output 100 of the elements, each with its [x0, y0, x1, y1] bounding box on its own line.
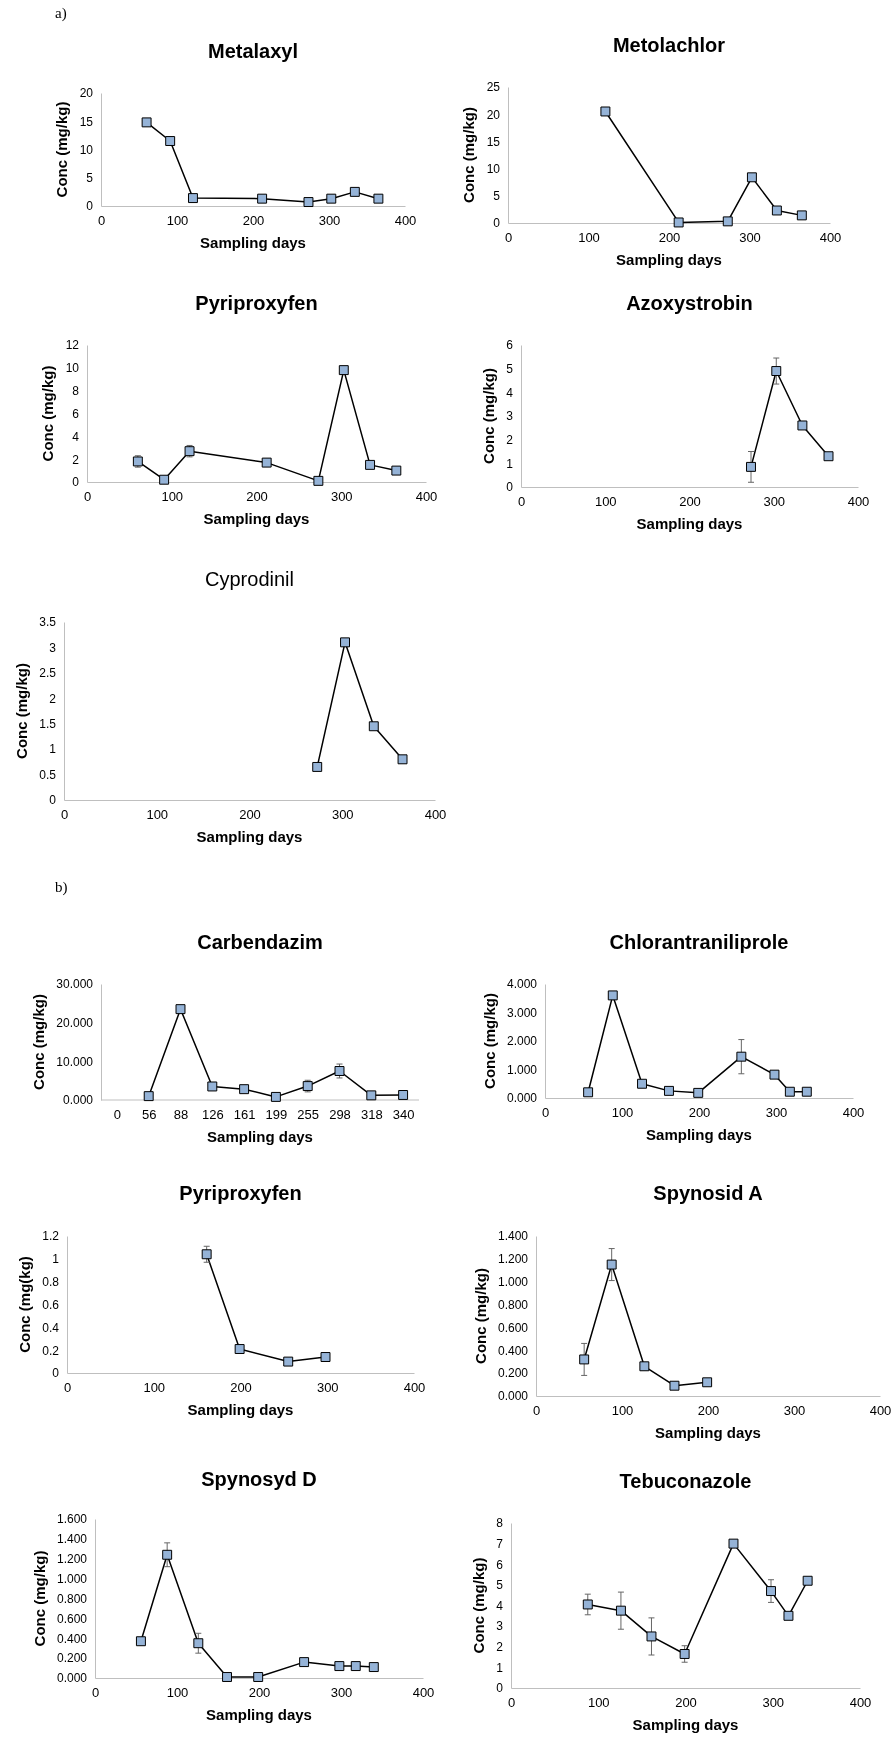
- x-tick-label: 199: [265, 1107, 288, 1123]
- x-tick-label: 100: [611, 1105, 634, 1121]
- y-tick-label: 0.000: [506, 1091, 538, 1106]
- point: [334, 1661, 345, 1672]
- x-tick-label: 298: [329, 1107, 351, 1123]
- chart-title: Pyriproxyfen: [195, 292, 318, 314]
- x-tick-label: 100: [161, 489, 184, 505]
- y-tick-label: 15: [79, 114, 94, 129]
- y-tick-label: 12: [65, 338, 80, 353]
- y-tick-label: 5: [506, 362, 514, 377]
- y-tick-label: 4: [496, 1598, 504, 1613]
- y-tick-label: 0: [49, 793, 57, 808]
- x-tick-label: 400: [819, 230, 842, 246]
- x-tick-label: 300: [763, 494, 786, 510]
- x-tick-label: 200: [679, 494, 701, 510]
- x-tick-label: 100: [578, 230, 600, 246]
- y-tick-label: 0.400: [497, 1343, 529, 1358]
- x-tick-label: 0: [113, 1107, 122, 1123]
- x-tick-label: 200: [697, 1403, 720, 1419]
- y-tick-label: 4: [506, 385, 514, 400]
- chart-title: Pyriproxyfen: [179, 1182, 302, 1204]
- y-axis-title: Conc (mg/kg): [470, 1557, 487, 1654]
- x-tick-label: 400: [842, 1105, 865, 1121]
- chart-title: Tebuconazole: [619, 1470, 752, 1492]
- x-tick-label: 100: [143, 1380, 166, 1396]
- x-axis-title: Sampling days: [187, 1401, 294, 1418]
- chart-title: Metalaxyl: [207, 40, 299, 62]
- y-tick-label: 8: [72, 384, 80, 399]
- x-axis-title: Sampling days: [200, 234, 306, 251]
- point: [193, 1638, 204, 1649]
- x-axis-title: Sampling days: [616, 251, 722, 268]
- y-tick-label: 1: [496, 1660, 504, 1675]
- y-tick-label: 0.800: [56, 1591, 88, 1606]
- point: [693, 1087, 704, 1098]
- point: [165, 136, 176, 146]
- x-tick-label: 200: [658, 230, 681, 246]
- chart-title: Cyprodinil: [205, 568, 294, 590]
- point: [664, 1085, 674, 1096]
- y-tick-label: 2: [496, 1640, 504, 1655]
- y-tick-label: 3: [49, 640, 57, 655]
- point: [175, 1004, 186, 1015]
- point: [143, 1091, 154, 1102]
- x-tick-label: 100: [587, 1695, 610, 1711]
- y-tick-label: 0: [72, 475, 80, 490]
- y-tick-label: 0.6: [42, 1297, 60, 1312]
- point: [391, 465, 402, 476]
- point: [736, 1051, 747, 1062]
- point: [253, 1672, 264, 1682]
- y-tick-label: 3: [496, 1619, 504, 1634]
- point: [702, 1377, 713, 1388]
- point: [368, 1662, 379, 1673]
- x-tick-label: 300: [739, 230, 761, 246]
- y-tick-label: 5: [86, 171, 94, 186]
- x-tick-label: 126: [201, 1107, 224, 1123]
- y-tick-label: 3: [506, 409, 514, 424]
- x-tick-label: 300: [330, 1685, 353, 1701]
- y-axis-title: Conc (mg/kg): [39, 365, 57, 462]
- y-tick-label: 10: [65, 361, 80, 376]
- y-axis-title: Conc (mg/kg): [460, 107, 478, 203]
- x-axis-title: Sampling days: [646, 1126, 752, 1143]
- y-tick-label: 2: [506, 433, 514, 448]
- y-tick-label: 2.5: [39, 666, 57, 681]
- point: [398, 1090, 409, 1100]
- x-tick-label: 100: [166, 213, 189, 229]
- y-tick-label: 1.200: [497, 1252, 529, 1267]
- point: [257, 193, 268, 204]
- y-tick-label: 0.5: [39, 767, 57, 782]
- x-axis-title: Sampling days: [207, 1128, 313, 1145]
- point: [615, 1605, 626, 1616]
- y-tick-label: 4.000: [506, 977, 538, 992]
- x-tick-label: 400: [412, 1685, 435, 1701]
- x-tick-label: 161: [233, 1107, 256, 1123]
- x-tick-label: 400: [415, 489, 438, 505]
- point: [801, 1086, 812, 1097]
- point: [299, 1657, 310, 1668]
- y-tick-label: 1: [49, 742, 57, 757]
- y-tick-label: 1.000: [506, 1062, 538, 1077]
- point: [783, 1610, 794, 1621]
- y-tick-label: 1.200: [56, 1552, 88, 1567]
- point: [312, 761, 323, 772]
- point: [802, 1575, 813, 1586]
- point: [303, 197, 314, 208]
- x-tick-label: 400: [847, 494, 870, 510]
- point: [239, 1084, 250, 1095]
- y-tick-label: 1.000: [497, 1275, 529, 1290]
- point: [162, 1549, 173, 1560]
- y-tick-label: 1.2: [42, 1229, 60, 1244]
- point: [320, 1352, 331, 1362]
- point: [222, 1672, 232, 1682]
- point: [797, 420, 808, 431]
- y-tick-label: 1: [506, 456, 514, 471]
- point: [646, 1631, 657, 1642]
- x-tick-label: 300: [318, 213, 341, 229]
- point: [338, 365, 349, 376]
- x-tick-label: 318: [360, 1107, 383, 1123]
- point: [639, 1361, 650, 1372]
- point: [771, 205, 782, 216]
- y-tick-label: 0.200: [497, 1366, 529, 1381]
- x-tick-label: 100: [594, 494, 617, 510]
- y-tick-label: 1.400: [497, 1229, 529, 1244]
